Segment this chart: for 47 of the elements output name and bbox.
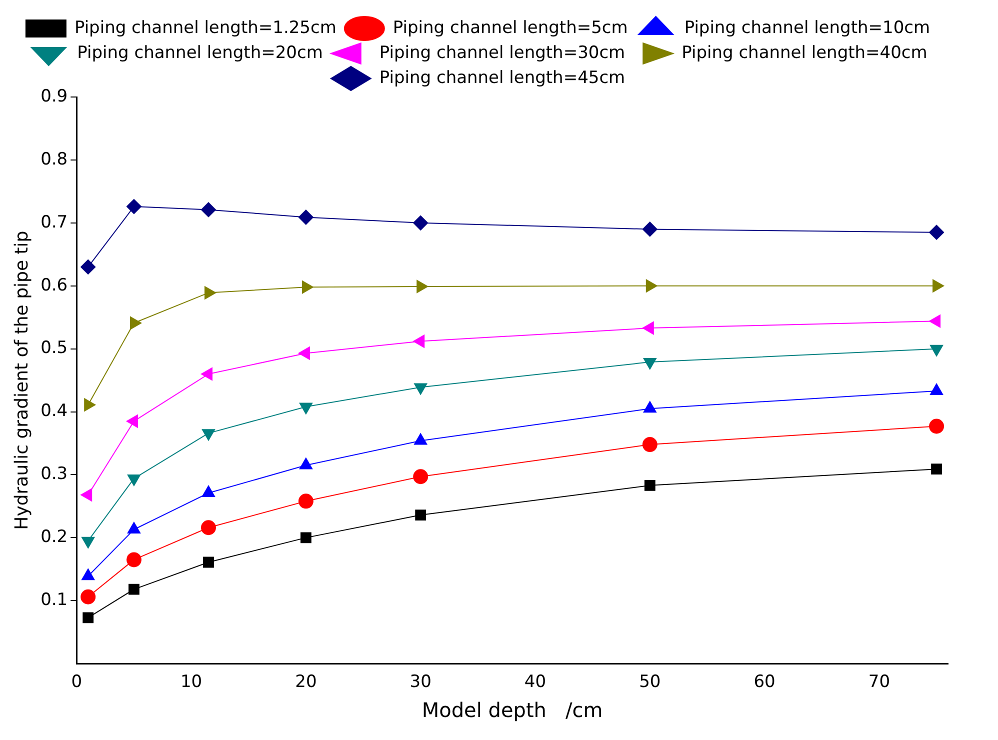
- point: [413, 215, 428, 230]
- point: [929, 224, 944, 240]
- point: [642, 222, 658, 237]
- point: [644, 480, 656, 491]
- legend-label: Piping channel length=1.25cm: [74, 18, 336, 38]
- x-tick-label: 70: [868, 672, 890, 692]
- x-axis-title: Model depth /cm: [422, 698, 603, 722]
- legend-label: Piping channel length=20cm: [77, 42, 323, 63]
- x-tick-label: 0: [71, 672, 82, 692]
- y-tick-label: 0.1: [40, 590, 68, 610]
- x-tick-label: 20: [295, 672, 317, 692]
- point: [80, 589, 96, 604]
- y-tick-label: 0.2: [40, 527, 68, 548]
- point: [300, 532, 312, 544]
- y-tick-label: 0.8: [40, 149, 68, 170]
- point: [200, 202, 216, 218]
- point: [126, 552, 142, 568]
- y-tick-label: 0.6: [40, 275, 68, 296]
- point: [929, 418, 944, 434]
- y-tick-label: 0.5: [40, 338, 68, 358]
- legend-label: Piping channel length=40cm: [682, 42, 928, 63]
- legend-label: Piping channel length=30cm: [379, 42, 626, 63]
- point: [80, 259, 96, 274]
- point: [82, 612, 94, 624]
- y-axis-title: Hydraulic gradient of the pipe tip: [11, 230, 32, 530]
- legend-label: Piping channel length=45cm: [379, 68, 626, 88]
- y-tick-label: 0.7: [40, 212, 68, 232]
- x-tick-label: 10: [180, 672, 202, 692]
- point: [413, 469, 428, 484]
- legend-label: Piping channel length=10cm: [684, 18, 930, 38]
- x-tick-label: 50: [639, 672, 661, 692]
- point: [200, 520, 216, 536]
- x-tick-label: 30: [410, 672, 432, 692]
- y-tick-label: 0.3: [40, 464, 68, 484]
- point: [203, 556, 214, 568]
- point: [931, 464, 942, 475]
- point: [642, 437, 658, 452]
- point: [128, 584, 140, 595]
- x-tick-label: 60: [754, 672, 776, 692]
- legend-label: Piping channel length=5cm: [392, 18, 628, 38]
- point: [298, 210, 314, 225]
- point: [415, 510, 426, 520]
- x-tick-label: 40: [524, 672, 546, 692]
- y-tick-label: 0.4: [40, 401, 68, 422]
- point: [126, 199, 142, 214]
- point: [298, 494, 314, 509]
- y-tick-label: 0.9: [40, 86, 68, 106]
